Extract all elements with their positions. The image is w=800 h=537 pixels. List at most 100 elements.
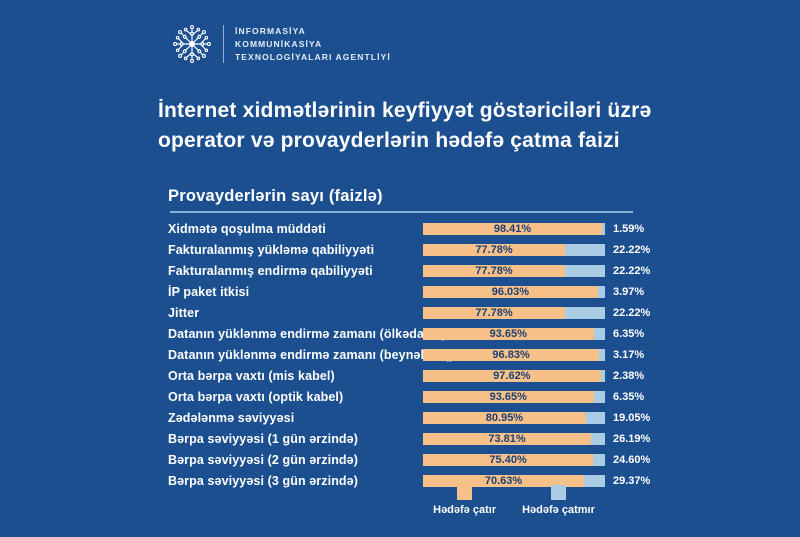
agency-name-line3: TEXNOLOGİYALARI AGENTLİYİ <box>235 51 391 62</box>
bar-segment-achieved: 97.62% <box>423 369 601 382</box>
legend-item-achieved: Hədəfə çatır <box>433 485 496 516</box>
subtitle-underline <box>170 211 633 213</box>
category-label: Fakturalanmış yükləmə qabiliyyəti <box>168 242 375 257</box>
bar-segment-achieved: 96.03% <box>423 285 598 298</box>
stacked-bar: 96.83% <box>423 348 605 361</box>
page-title: İnternet xidmətlərinin keyfiyyət göstəri… <box>158 99 652 152</box>
bar-segment-achieved: 80.95% <box>423 411 586 424</box>
stacked-bar: 97.62% <box>423 369 605 382</box>
bar-segment-missed <box>564 264 605 277</box>
stacked-bar: 77.78% <box>423 306 605 319</box>
category-label: Jitter <box>168 305 200 320</box>
achieved-value-label: 97.62% <box>493 369 531 382</box>
bar-segment-missed <box>590 432 605 445</box>
category-label: Bərpa səviyyəsi (2 gün ərzində) <box>168 452 358 467</box>
achieved-value-label: 70.63% <box>484 474 523 487</box>
chart-row: Bərpa səviyyəsi (3 gün ərzində) 70.63% 2… <box>168 470 800 491</box>
bar-segment-achieved: 77.78% <box>423 264 565 277</box>
bar-segment-missed <box>585 411 605 424</box>
bar-segment-missed <box>600 369 605 382</box>
category-label: Orta bərpa vaxtı (optik kabel) <box>168 389 344 404</box>
category-label: Xidmətə qoşulma müddəti <box>168 221 326 236</box>
bar-segment-achieved: 75.40% <box>423 453 594 466</box>
bar-segment-achieved: 70.63% <box>423 474 585 487</box>
achieved-value-label: 73.81% <box>488 432 526 445</box>
chart-subtitle: Provayderlərin sayı (faizlə) <box>168 187 383 205</box>
legend-swatch-missed <box>550 485 566 500</box>
missed-value-label: 29.37% <box>613 474 651 487</box>
achieved-value-label: 77.78% <box>475 264 513 277</box>
bar-segment-missed <box>564 243 605 256</box>
achieved-value-label: 96.03% <box>491 285 530 298</box>
missed-value-label: 22.22% <box>613 306 651 319</box>
missed-value-label: 3.97% <box>613 285 645 298</box>
stacked-bar: 80.95% <box>423 411 605 424</box>
achieved-value-label: 75.40% <box>489 453 527 466</box>
bar-segment-missed <box>593 327 605 340</box>
chart-row: İP paket itkisi 96.03% 3.97% <box>168 281 800 302</box>
network-snowflake-icon <box>173 25 211 63</box>
chart-row: Orta bərpa vaxtı (mis kabel) 97.62% 2.38… <box>168 365 800 386</box>
agency-logo: İNFORMASİYA KOMMUNİKASİYA TEXNOLOGİYALAR… <box>170 22 391 66</box>
category-label: Datanın yüklənmə endirmə zamanı (ölkədax… <box>168 326 447 341</box>
bar-segment-missed <box>564 306 605 319</box>
missed-value-label: 6.35% <box>613 327 645 340</box>
agency-name: İNFORMASİYA KOMMUNİKASİYA TEXNOLOGİYALAR… <box>235 25 391 64</box>
stacked-bar: 77.78% <box>423 243 605 256</box>
missed-value-label: 3.17% <box>613 348 645 361</box>
agency-name-line1: İNFORMASİYA <box>235 25 306 36</box>
achieved-value-label: 93.65% <box>489 390 527 403</box>
missed-value-label: 22.22% <box>613 243 651 256</box>
chart-row: Zədələnmə səviyyəsi 80.95% 19.05% <box>168 407 800 428</box>
chart-row: Orta bərpa vaxtı (optik kabel) 93.65% 6.… <box>168 386 800 407</box>
bar-segment-missed <box>599 348 605 361</box>
chart-row: Datanın yüklənmə endirmə zamanı (ölkədax… <box>168 323 800 344</box>
legend-label-missed: Hədəfə çatmır <box>522 504 595 516</box>
missed-value-label: 1.59% <box>613 222 645 235</box>
bar-segment-achieved: 73.81% <box>423 432 591 445</box>
bar-segment-missed <box>593 453 605 466</box>
stacked-bar: 98.41% <box>423 222 605 235</box>
bar-segment-missed <box>597 285 605 298</box>
stacked-bar: 75.40% <box>423 453 605 466</box>
missed-value-label: 24.60% <box>613 453 651 466</box>
missed-value-label: 19.05% <box>613 411 651 424</box>
category-label: Fakturalanmış endirmə qabiliyyəti <box>168 263 373 278</box>
bar-segment-achieved: 98.41% <box>423 222 603 235</box>
category-label: Bərpa səviyyəsi (3 gün ərzində) <box>168 473 358 488</box>
legend-item-missed: Hədəfə çatmır <box>522 485 595 516</box>
bar-segment-missed <box>602 222 605 235</box>
category-label: Orta bərpa vaxtı (mis kabel) <box>168 368 335 383</box>
bar-segment-missed <box>584 474 605 487</box>
legend-swatch-achieved <box>457 485 473 500</box>
stacked-bar: 70.63% <box>423 474 605 487</box>
logo-divider <box>223 25 224 63</box>
achieved-value-label: 96.83% <box>492 348 530 361</box>
achieved-value-label: 98.41% <box>493 222 532 235</box>
bar-segment-achieved: 77.78% <box>423 306 565 319</box>
chart-row: Jitter 77.78% 22.22% <box>168 302 800 323</box>
chart-row: Fakturalanmış endirmə qabiliyyəti 77.78%… <box>168 260 800 281</box>
missed-value-label: 2.38% <box>613 369 645 382</box>
chart-rows: Xidmətə qoşulma müddəti 98.41% 1.59% Fak… <box>168 218 800 491</box>
bar-segment-achieved: 96.83% <box>423 348 600 361</box>
category-label: İP paket itkisi <box>168 284 250 299</box>
category-label: Datanın yüklənmə endirmə zamanı (beynəlx… <box>168 347 454 362</box>
bar-segment-achieved: 93.65% <box>423 390 594 403</box>
chart-legend: Hədəfə çatır Hədəfə çatmır <box>423 485 605 516</box>
category-label: Zədələnmə səviyyəsi <box>168 410 295 425</box>
bar-segment-missed <box>593 390 605 403</box>
chart-row: Xidmətə qoşulma müddəti 98.41% 1.59% <box>168 218 800 239</box>
bar-segment-achieved: 77.78% <box>423 243 565 256</box>
category-label: Bərpa səviyyəsi (1 gün ərzində) <box>168 431 358 446</box>
missed-value-label: 22.22% <box>613 264 651 277</box>
missed-value-label: 6.35% <box>613 390 645 403</box>
stacked-bar: 93.65% <box>423 327 605 340</box>
stacked-bar: 93.65% <box>423 390 605 403</box>
stacked-bar: 77.78% <box>423 264 605 277</box>
chart-row: Fakturalanmış yükləmə qabiliyyəti 77.78%… <box>168 239 800 260</box>
legend-label-achieved: Hədəfə çatır <box>433 504 497 516</box>
missed-value-label: 26.19% <box>613 432 651 445</box>
chart-row: Datanın yüklənmə endirmə zamanı (beynəlx… <box>168 344 800 365</box>
